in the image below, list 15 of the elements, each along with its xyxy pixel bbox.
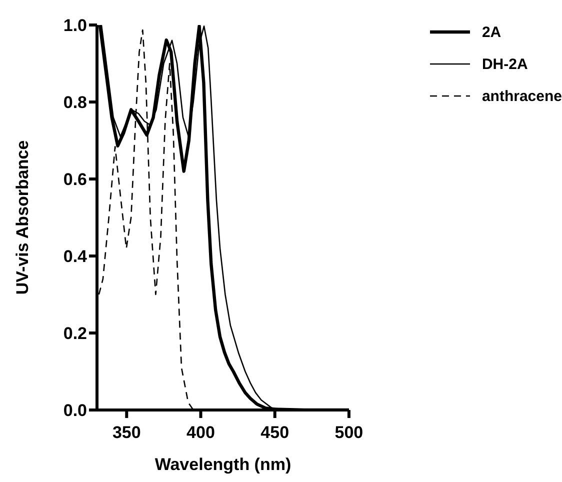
x-axis-title: Wavelength (nm) <box>154 455 292 474</box>
x-tick-label: 350 <box>112 423 141 442</box>
legend-label: 2A <box>482 24 502 40</box>
y-tick-label: 1.0 <box>63 16 87 36</box>
y-axis-title: UV-vis Absorbance <box>13 140 32 295</box>
y-tick-label: 0.8 <box>63 93 87 112</box>
x-tick-label: 450 <box>260 423 290 442</box>
x-tick-label: 400 <box>186 423 215 442</box>
legend-label: DH-2A <box>482 56 528 72</box>
y-tick-label: 0.6 <box>63 170 87 190</box>
y-tick-label: 0.2 <box>63 324 87 344</box>
y-tick-label: 0.0 <box>63 401 87 420</box>
legend-label: anthracene <box>482 88 562 104</box>
x-tick-label: 500 <box>334 423 364 442</box>
y-tick-label: 0.4 <box>63 247 88 266</box>
